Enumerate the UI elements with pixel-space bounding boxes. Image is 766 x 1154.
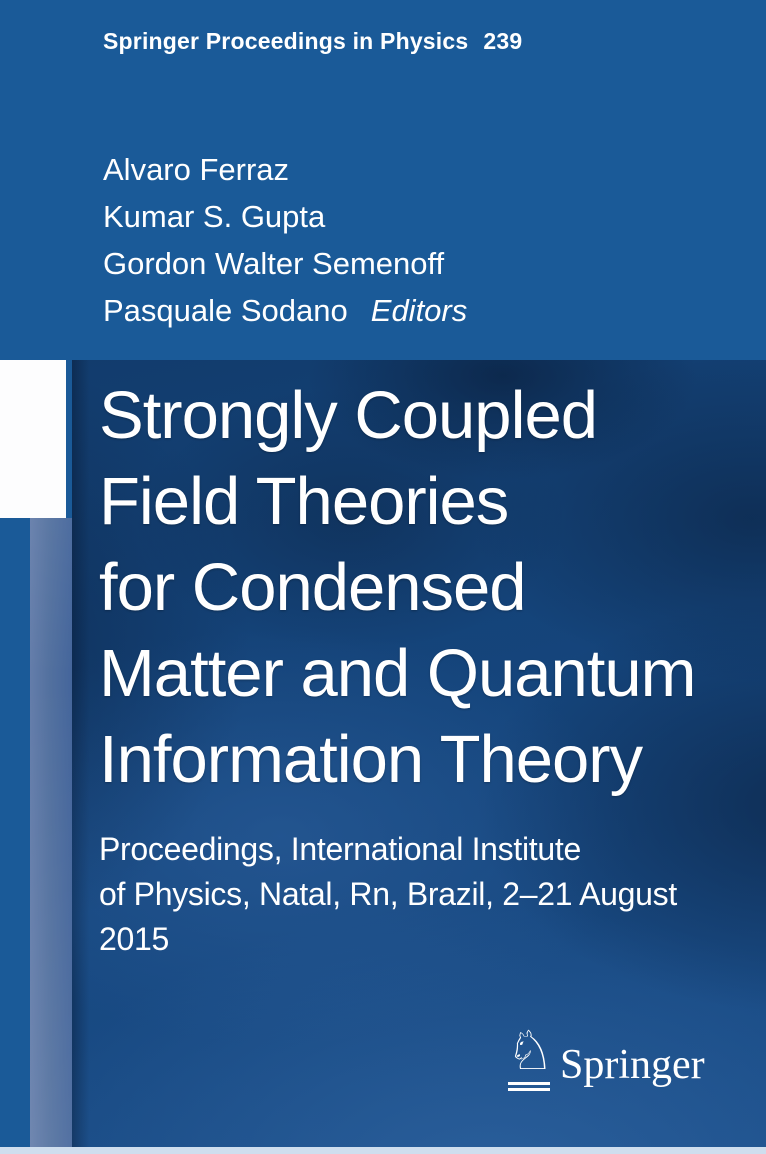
editors-list: Alvaro Ferraz Kumar S. Gupta Gordon Walt… (103, 146, 467, 334)
left-gradient-band (30, 518, 72, 1154)
book-title-line: Strongly Coupled (99, 378, 598, 453)
series-name: Springer Proceedings in Physics (103, 28, 469, 54)
editor-name: Pasquale Sodano (103, 293, 348, 328)
editors-role-label: Editors (370, 293, 468, 328)
editor-name: Gordon Walter Semenoff (103, 246, 445, 281)
book-title-line: Field Theories (99, 464, 509, 539)
series-volume: 239 (483, 28, 523, 54)
book-title-line: Matter and Quantum (99, 636, 696, 711)
book-subtitle-line: of Physics, Natal, Rn, Brazil, 2–21 Augu… (99, 876, 677, 912)
editor-name: Alvaro Ferraz (103, 152, 290, 187)
book-title-line: Information Theory (99, 722, 643, 797)
book-subtitle-line: Proceedings, International Institute (99, 831, 581, 867)
bottom-edge-strip (0, 1147, 766, 1154)
left-white-square (0, 360, 66, 518)
book-subtitle: Proceedings, International Institute of … (99, 827, 677, 962)
editor-name: Kumar S. Gupta (103, 199, 326, 234)
series-title: Springer Proceedings in Physics 239 (103, 26, 522, 56)
book-title: Strongly Coupled Field Theories for Cond… (99, 373, 696, 803)
book-title-line: for Condensed (99, 550, 527, 625)
cover-art-panel (72, 360, 766, 1154)
editor-name-row: Pasquale Sodano Editors (103, 287, 467, 334)
book-subtitle-line: 2015 (99, 921, 169, 957)
